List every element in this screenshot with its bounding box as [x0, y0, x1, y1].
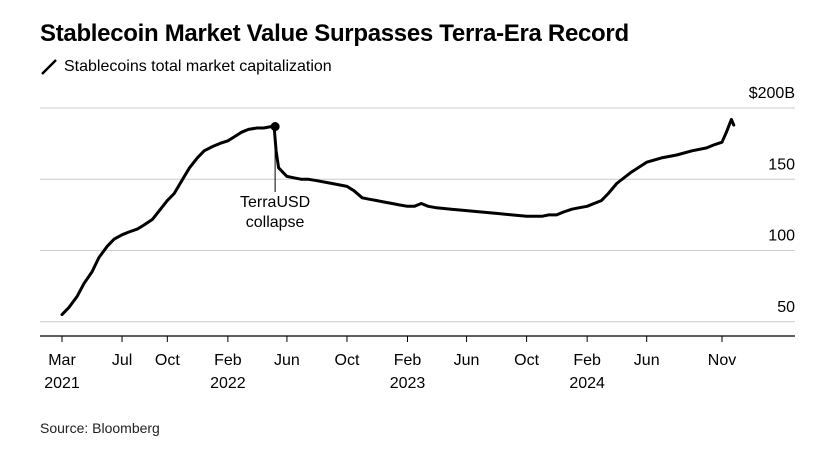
x-tick-label: Feb [394, 352, 422, 369]
y-tick-label: 100 [768, 228, 795, 245]
annotation-label-line1: TerraUSD [240, 194, 310, 211]
chart-title: Stablecoin Market Value Surpasses Terra-… [40, 20, 629, 47]
grid-lines [40, 107, 795, 323]
x-tick-label: Nov [708, 352, 736, 369]
y-tick-label: $200B [749, 85, 795, 102]
annotation-label-line2: collapse [246, 214, 305, 231]
x-tick-label: Oct [514, 352, 539, 369]
legend-label: Stablecoins total market capitalization [64, 58, 332, 75]
y-tick-label: 150 [768, 156, 795, 173]
x-tick-label: Oct [155, 352, 180, 369]
x-tick-year-label: 2023 [390, 375, 426, 392]
x-tick-label: Jul [112, 352, 132, 369]
x-tick-label: Oct [335, 352, 360, 369]
legend: Stablecoins total market capitalization [40, 58, 332, 76]
x-tick-label: Mar [48, 352, 76, 369]
x-axis-tick-labels: Mar 2021 Jul Oct Feb 2022 Jun Oct Feb 2023 Jun Oct F… [44, 336, 736, 392]
x-tick-year-label: 2021 [44, 375, 80, 392]
series-line [60, 117, 736, 317]
y-tick-label: 50 [777, 299, 795, 316]
x-tick-label: Feb [214, 352, 242, 369]
source-note: Source: Bloomberg [40, 420, 160, 436]
x-tick-year-label: 2024 [569, 375, 605, 392]
y-axis-tick-labels: $200B 150 100 50 [749, 85, 795, 316]
legend-line-icon [41, 59, 57, 75]
x-tick-year-label: 2022 [210, 375, 246, 392]
annotation-layer: TerraUSD collapse [240, 122, 310, 231]
x-tick-label: Jun [454, 352, 480, 369]
series-layer [60, 117, 736, 317]
x-tick-label: Feb [573, 352, 601, 369]
x-tick-label: Jun [634, 352, 660, 369]
annotation-marker [270, 122, 280, 132]
x-tick-label: Jun [274, 352, 300, 369]
